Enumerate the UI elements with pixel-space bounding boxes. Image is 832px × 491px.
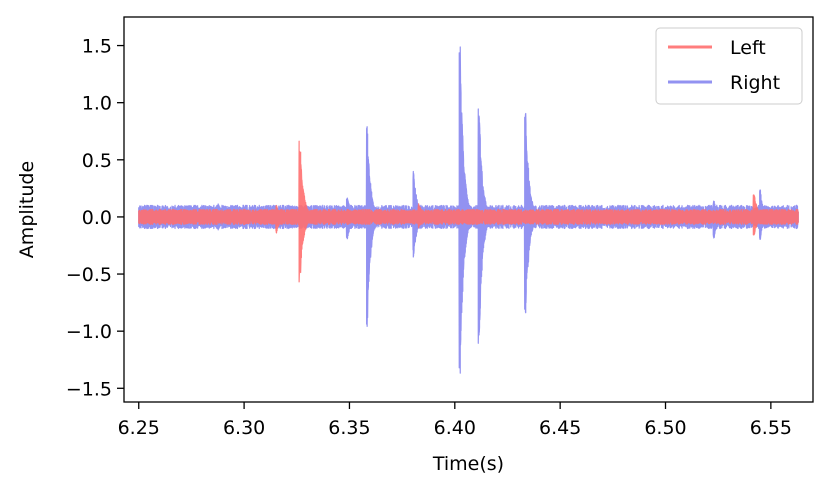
legend-label-right: Right xyxy=(730,72,780,94)
x-tick-label: 6.45 xyxy=(539,417,581,439)
x-tick-label: 6.50 xyxy=(644,417,686,439)
x-axis: 6.25 6.30 6.35 6.40 6.45 6.50 6.55 xyxy=(118,402,792,439)
y-tick-label: 1.5 xyxy=(82,36,112,58)
x-tick-label: 6.35 xyxy=(328,417,370,439)
y-tick-label: 1.0 xyxy=(82,93,112,115)
y-axis: 1.5 1.0 0.5 0.0 −0.5 −1.0 −1.5 xyxy=(66,36,124,400)
x-tick-label: 6.40 xyxy=(434,417,476,439)
x-axis-label: Time(s) xyxy=(432,453,504,475)
series-line-left xyxy=(138,140,799,283)
x-tick-label: 6.25 xyxy=(118,417,160,439)
y-tick-label: 0.5 xyxy=(82,150,112,172)
legend: Left Right xyxy=(655,27,803,105)
legend-label-left: Left xyxy=(730,37,766,59)
series-layer xyxy=(138,46,799,374)
y-tick-label: −1.0 xyxy=(66,321,112,343)
y-tick-label: 0.0 xyxy=(82,207,112,229)
x-tick-label: 6.30 xyxy=(223,417,265,439)
y-tick-label: −0.5 xyxy=(66,264,112,286)
plot-frame xyxy=(123,16,814,403)
y-axis-label: Amplitude xyxy=(16,161,38,258)
x-tick-label: 6.55 xyxy=(750,417,792,439)
legend-box xyxy=(655,27,803,105)
y-tick-label: −1.5 xyxy=(66,378,112,400)
